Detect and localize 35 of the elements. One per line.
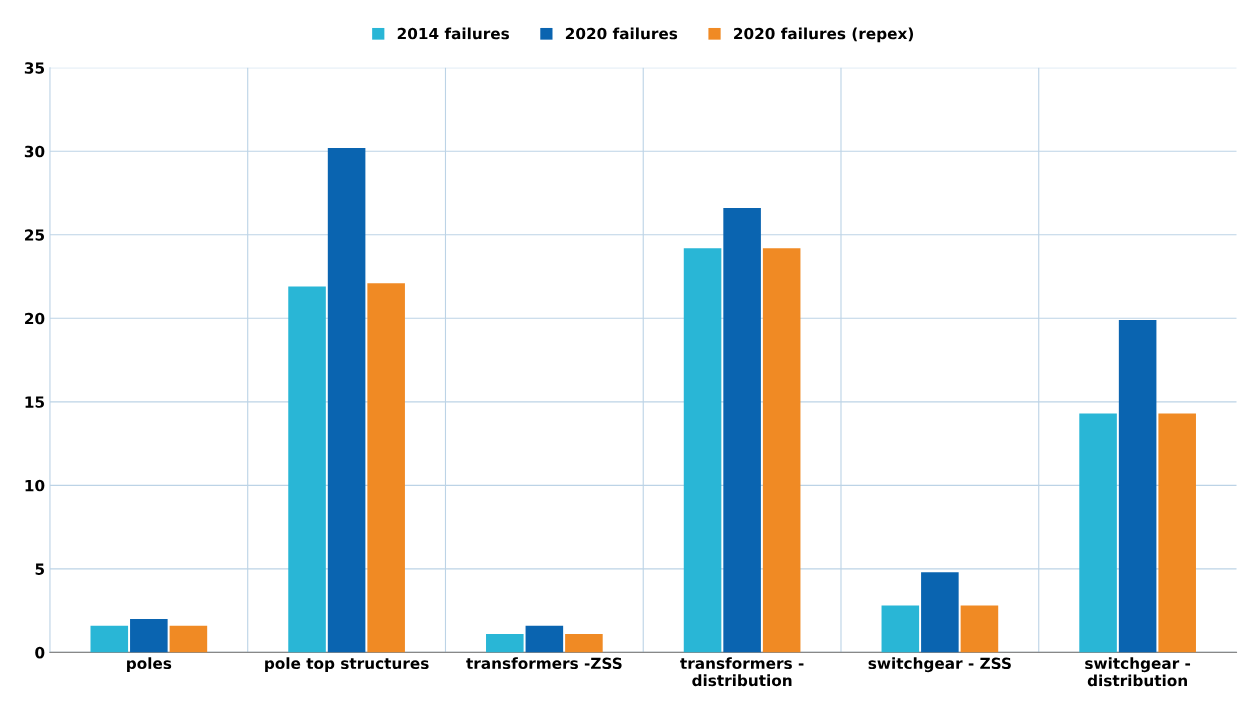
x-tick-label: transformers - distribution — [680, 657, 804, 687]
y-tick-label: 5 — [35, 563, 45, 575]
x-tick-label: transformers -ZSS — [466, 657, 622, 670]
y-tick-label: 15 — [25, 396, 45, 408]
y-tick-label: 20 — [25, 312, 45, 325]
legend-label: 2014 failures — [397, 27, 509, 40]
bar — [1118, 319, 1157, 653]
y-tick-label: 30 — [24, 145, 45, 158]
bar — [881, 605, 920, 653]
bar — [960, 605, 999, 653]
legend-label: 2020 failures (repex) — [734, 27, 914, 43]
bar — [525, 625, 564, 653]
bar — [90, 625, 129, 653]
y-tick-label: 0 — [35, 646, 45, 659]
bar — [921, 572, 959, 653]
bar — [565, 634, 603, 653]
y-tick-label: 10 — [25, 479, 45, 492]
bar — [130, 618, 168, 653]
bar — [486, 634, 524, 653]
bar — [723, 208, 761, 653]
y-tick-label: 25 — [25, 229, 45, 241]
x-tick-label: switchgear - distribution — [1085, 657, 1191, 687]
bar — [169, 625, 208, 653]
bar — [367, 283, 405, 653]
y-tick-label: 35 — [24, 62, 45, 74]
x-tick-label: switchgear - ZSS — [868, 657, 1011, 673]
bar — [762, 248, 801, 653]
legend-label: 2020 failures — [565, 27, 678, 40]
bar — [288, 286, 326, 653]
bar — [327, 147, 366, 653]
bar — [683, 248, 722, 653]
bar — [1158, 413, 1196, 653]
bar — [1079, 413, 1117, 653]
x-tick-label: poles — [127, 657, 172, 673]
x-tick-label: pole top structures — [265, 657, 429, 673]
